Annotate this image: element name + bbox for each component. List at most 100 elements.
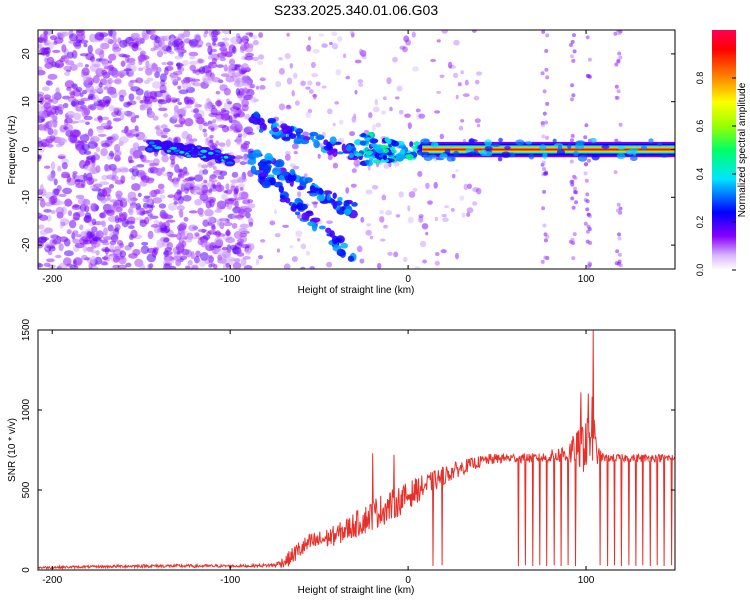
y-tick-label: 0 xyxy=(21,146,32,152)
heatmap-cell xyxy=(83,43,88,48)
heatmap-cell xyxy=(569,179,574,184)
heatmap-cell xyxy=(111,265,119,269)
heatmap-cell xyxy=(105,209,115,216)
heatmap-cell xyxy=(137,145,148,151)
heatmap-cell xyxy=(109,244,115,251)
heatmap-cell xyxy=(464,79,469,86)
heatmap-cell xyxy=(411,31,416,38)
heatmap-cell xyxy=(145,60,150,69)
heatmap-cell xyxy=(440,249,447,254)
heatmap-cell xyxy=(223,64,228,72)
heatmap-cell xyxy=(571,256,576,261)
heatmap-cell xyxy=(338,119,344,125)
x-tick-label: -200 xyxy=(42,575,62,586)
heatmap-cell xyxy=(302,131,310,137)
heatmap-cell xyxy=(218,142,226,147)
y-tick-label: -20 xyxy=(21,237,32,252)
heatmap-cell xyxy=(310,61,316,69)
heatmap-cell xyxy=(54,106,60,116)
heatmap-cell xyxy=(200,149,208,153)
heatmap-cell xyxy=(577,155,588,162)
heatmap-cell xyxy=(252,34,258,40)
heatmap-cell xyxy=(617,51,622,56)
heatmap-cell xyxy=(52,238,62,245)
heatmap-cell xyxy=(140,248,145,253)
heatmap-cell xyxy=(381,110,386,115)
heatmap-cell xyxy=(44,201,53,207)
heatmap-cell xyxy=(147,230,154,240)
snr-frame xyxy=(37,329,676,571)
heatmap-cell xyxy=(235,87,241,96)
y-tick-label: 1500 xyxy=(21,318,32,341)
heatmap-cell xyxy=(220,113,231,121)
heatmap-cell xyxy=(68,219,77,229)
heatmap-cell xyxy=(99,212,107,219)
heatmap-cell xyxy=(356,245,363,253)
heatmap-cell xyxy=(61,162,68,170)
heatmap-cell xyxy=(104,99,111,104)
heatmap-cell xyxy=(618,122,623,127)
heatmap-cell xyxy=(296,202,303,211)
heatmap-cell xyxy=(166,149,171,153)
heatmap-cell xyxy=(451,173,456,179)
heatmap-cell xyxy=(176,177,181,182)
heatmap-cell xyxy=(99,181,110,186)
heatmap-cell xyxy=(118,53,127,58)
heatmap-cell xyxy=(569,43,573,47)
heatmap-cell xyxy=(394,96,400,100)
heatmap-cell xyxy=(100,260,108,266)
heatmap-cell xyxy=(305,111,311,118)
heatmap-cell xyxy=(556,149,566,156)
heatmap-cell xyxy=(205,97,212,107)
heatmap-cell xyxy=(474,79,480,85)
heatmap-cell xyxy=(69,265,79,269)
spectrogram-y-axis-label: Frequency (Hz) xyxy=(7,116,18,185)
heatmap-cell xyxy=(614,62,619,67)
heatmap-cell xyxy=(471,30,477,33)
heatmap-cell xyxy=(44,62,53,69)
heatmap-cell xyxy=(395,153,403,158)
heatmap-cell xyxy=(167,202,178,211)
heatmap-cell xyxy=(128,80,134,88)
heatmap-cell xyxy=(569,159,574,164)
heatmap-cell xyxy=(418,214,424,219)
heatmap-cell xyxy=(89,56,96,62)
heatmap-cell xyxy=(73,112,82,121)
x-tick-label: 100 xyxy=(578,575,595,586)
heatmap-cell xyxy=(179,155,184,160)
heatmap-cell xyxy=(460,70,464,75)
heatmap-cell xyxy=(241,98,249,108)
heatmap-cell xyxy=(231,222,238,229)
colorbar-tick-label: 0.6 xyxy=(695,120,705,133)
heatmap-cell xyxy=(226,203,233,210)
heatmap-cell xyxy=(210,262,215,267)
heatmap-cell xyxy=(411,145,418,149)
heatmap-cell xyxy=(284,153,291,161)
heatmap-cell xyxy=(291,143,299,150)
heatmap-cell xyxy=(43,262,51,267)
heatmap-cell xyxy=(240,142,250,150)
heatmap-cell xyxy=(210,256,214,261)
heatmap-cell xyxy=(59,218,70,226)
heatmap-cell xyxy=(259,77,266,82)
heatmap-cell xyxy=(446,155,455,162)
heatmap-cell xyxy=(193,108,200,114)
heatmap-cell xyxy=(441,213,447,218)
heatmap-cell xyxy=(201,184,209,194)
heatmap-cell xyxy=(47,127,54,136)
heatmap-cell xyxy=(307,221,316,227)
heatmap-cell xyxy=(75,86,83,93)
heatmap-cell xyxy=(225,98,231,103)
heatmap-cell xyxy=(379,216,385,223)
heatmap-cell xyxy=(233,206,243,212)
heatmap-cell xyxy=(454,252,460,260)
heatmap-cell xyxy=(225,75,235,83)
heatmap-cell xyxy=(570,54,574,59)
heatmap-cell xyxy=(585,192,590,197)
heatmap-cell xyxy=(267,117,276,124)
heatmap-cell xyxy=(78,159,87,169)
heatmap-cell xyxy=(335,69,342,76)
heatmap-cell xyxy=(289,163,296,168)
heatmap-cell xyxy=(120,60,126,67)
heatmap-cell xyxy=(43,209,52,213)
